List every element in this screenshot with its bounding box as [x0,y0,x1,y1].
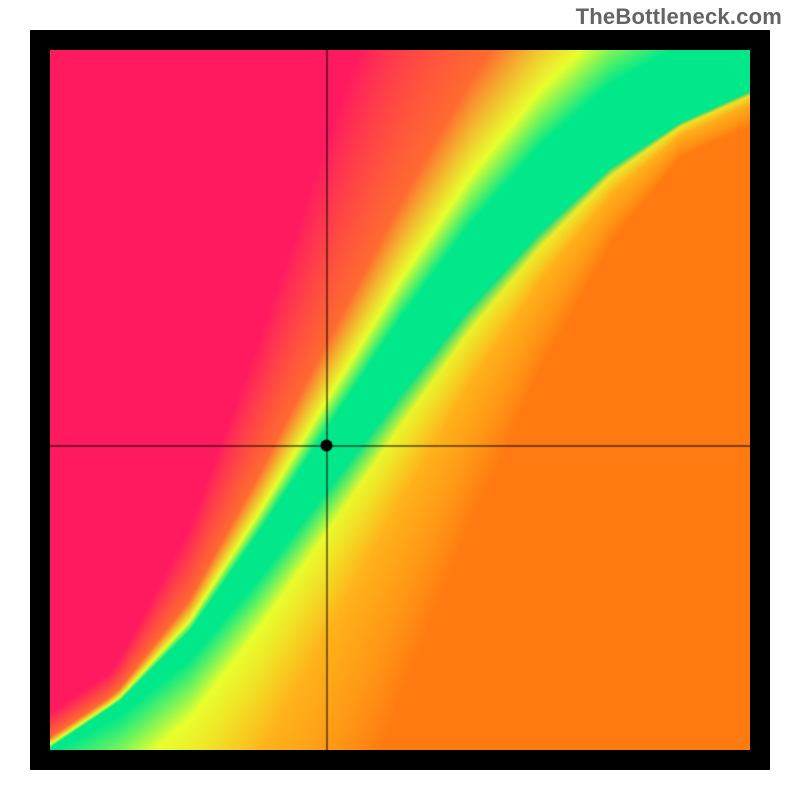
plot-area [50,50,750,750]
plot-frame [30,30,770,770]
heatmap-canvas [50,50,750,750]
watermark-text: TheBottleneck.com [576,4,782,30]
root-container: TheBottleneck.com [0,0,800,800]
